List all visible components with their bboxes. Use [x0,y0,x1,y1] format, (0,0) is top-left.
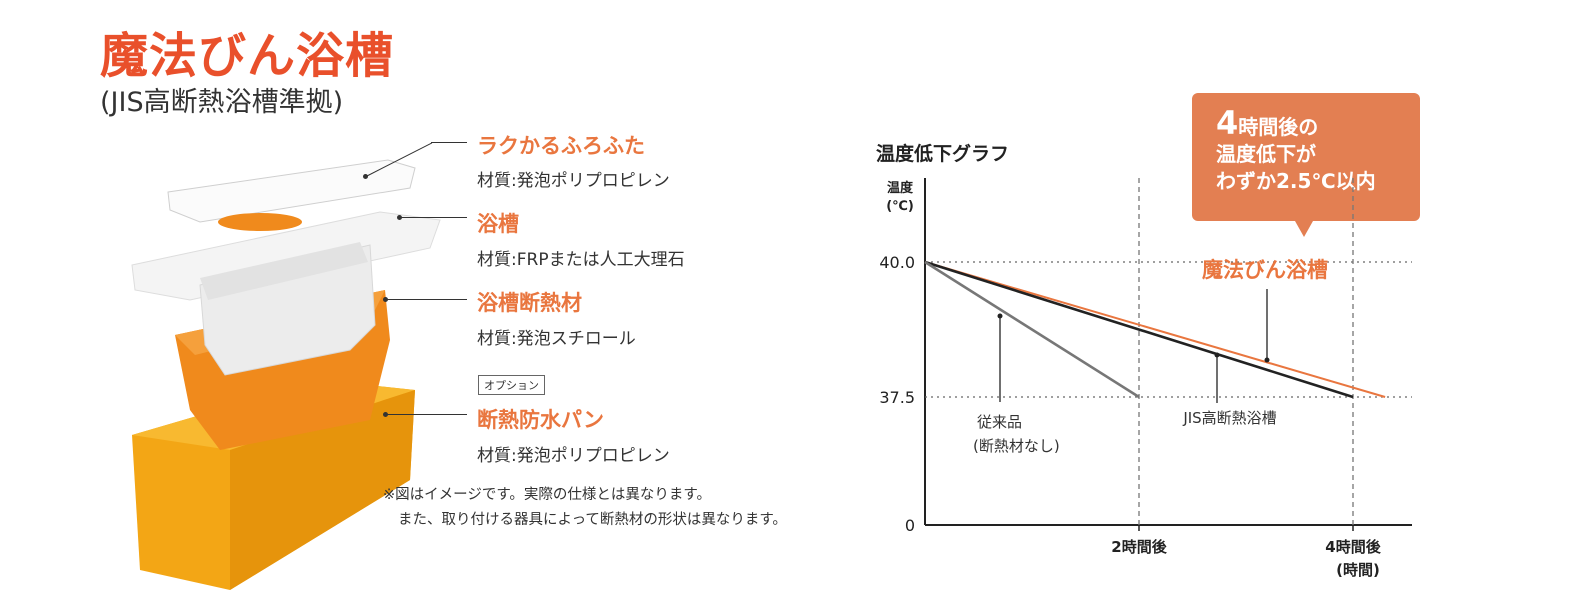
y-tick-label-0: 0 [905,516,915,535]
callout-text: 4時間後の 温度低下が わずか2.5℃以内 [1216,107,1376,195]
option-badge: オプション [478,375,545,395]
leader-line-pan [386,414,467,415]
part-name-lid: ラクかるふろふた [477,134,645,158]
leader-dot-pan [383,412,388,417]
series-label-2a: 従来品 [977,413,1022,431]
brand-subtitle: (JIS高断熱浴槽準拠) [100,87,344,118]
series-leader-dot-2 [997,313,1003,319]
callout-line-2: 温度低下が [1216,142,1316,166]
chart-title: 温度低下グラフ [876,143,1010,165]
x-tick-label-0: 2時間後 [1111,538,1167,556]
temperature-chart: 温度 (℃) 0 37.5 40.0 2時間後 4時間後 (時間) 魔法びん浴槽 JIS高断熱浴槽… [879,178,1412,579]
callout-box [1192,93,1420,221]
part-name-pan: 断熱防水パン [477,408,605,432]
y-axis-unit: (℃) [886,199,914,214]
part-name-insulation: 浴槽断熱材 [477,291,582,315]
callout-line-1: 時間後の [1238,115,1319,139]
x-tick-label-1: 4時間後 [1325,538,1381,556]
leader-line-lid-h [431,142,467,143]
x-axis-unit: (時間) [1336,561,1380,579]
leader-dot-insulation [383,297,388,302]
y-axis-label: 温度 [887,180,914,196]
part-name-tub: 浴槽 [477,212,519,236]
note-line-2: また、取り付ける器具によって断熱材の形状は異なります。 [398,512,787,528]
callout-pointer [1295,221,1313,237]
series-label-1: JIS高断熱浴槽 [1182,409,1276,427]
part-material-lid: 材質:発泡ポリプロピレン [477,171,670,191]
series-line-0 [924,261,1386,398]
series-label-0: 魔法びん浴槽 [1202,258,1328,282]
series-line-1 [924,260,1354,399]
leader-line-tub [400,217,467,218]
series-leader-dot-1 [1214,352,1220,358]
note-line-1: ※図はイメージです。実際の仕様とは異なります。 [383,487,711,503]
brand-title: 魔法びん浴槽 [100,28,395,84]
series-line-2 [924,260,1140,399]
series-leader-dot-0 [1264,357,1270,363]
brand-logo: 魔法びん浴槽 (JIS高断熱浴槽準拠) [100,28,394,120]
y-tick-label-1: 37.5 [879,388,915,407]
callout-line-3: わずか2.5℃以内 [1216,169,1376,193]
part-material-tub: 材質:FRPまたは人工大理石 [477,250,685,270]
leader-line-insulation [386,299,467,300]
bathtub-illustration [131,159,441,590]
leader-dot-tub [397,215,402,220]
part-material-pan: 材質:発泡ポリプロピレン [477,446,670,466]
series-label-2b: (断熱材なし) [973,437,1060,455]
y-tick-label-2: 40.0 [879,253,915,272]
part-material-insulation: 材質:発泡スチロール [477,329,636,349]
callout-number: 4 [1216,104,1239,142]
leader-dot-lid [363,174,368,179]
